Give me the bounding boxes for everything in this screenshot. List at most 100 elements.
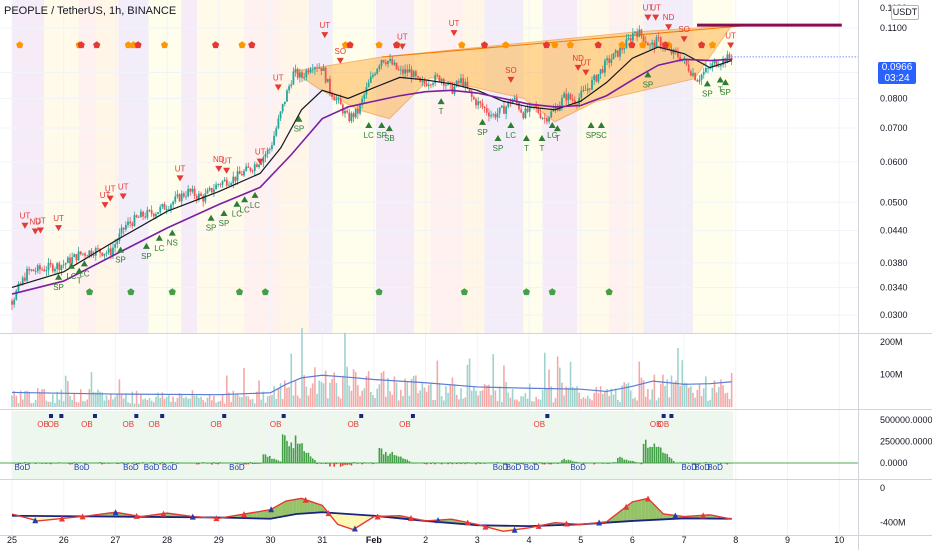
- candle-body: [380, 60, 383, 66]
- candle-body: [599, 69, 602, 75]
- sell-signal-label: UT: [319, 21, 330, 30]
- ob-histogram-bar: [634, 461, 636, 463]
- candle-body: [389, 59, 391, 61]
- volume-bar: [174, 401, 177, 407]
- volume-bar: [715, 392, 718, 407]
- candle-body: [726, 54, 729, 64]
- ob-histogram-bar: [696, 463, 699, 464]
- oscillator-marker: [351, 525, 358, 532]
- candle-body: [563, 93, 566, 98]
- sell-signal-triangle: [574, 64, 582, 71]
- candle-body: [200, 193, 202, 196]
- buy-signal-triangle: [548, 121, 556, 128]
- candle-body: [174, 196, 177, 202]
- volume-bar: [496, 400, 499, 407]
- candle-body: [305, 70, 308, 78]
- volume-bar: [698, 384, 701, 407]
- session-band: [12, 0, 44, 333]
- quote-currency-button[interactable]: USDT: [891, 5, 919, 20]
- volume-bar: [412, 375, 415, 407]
- candle-body: [189, 188, 192, 192]
- candle-body: [427, 84, 430, 87]
- oscillator-marker: [302, 496, 309, 503]
- volume-bar: [296, 395, 299, 407]
- buy-signal-triangle: [251, 191, 259, 198]
- ob-histogram-bar: [571, 461, 574, 463]
- volume-bar: [537, 399, 540, 407]
- ob-label: OB: [399, 420, 411, 429]
- candle-body: [146, 210, 149, 218]
- ema-slow-line: [11, 58, 732, 295]
- volume-bar: [155, 396, 157, 407]
- volume-bar: [92, 391, 95, 407]
- buy-signal-label: LC: [154, 244, 164, 253]
- ob-histogram-bar: [163, 463, 166, 464]
- ob-histogram-bar: [354, 462, 357, 463]
- candle-body: [292, 71, 295, 85]
- ob-histogram-bar: [653, 443, 656, 463]
- volume-bar: [582, 397, 585, 407]
- buy-signal-triangle: [522, 134, 530, 141]
- volume-bar: [632, 398, 634, 407]
- top-marker-red: [346, 41, 354, 49]
- volume-bar: [292, 395, 295, 407]
- volume-bar: [687, 387, 690, 407]
- volume-axis-label: 200M: [880, 337, 903, 347]
- candle-body: [595, 75, 598, 82]
- buy-signal-triangle: [55, 273, 63, 280]
- volume-bar: [277, 388, 280, 407]
- top-marker-red: [594, 41, 602, 49]
- volume-bar: [67, 381, 69, 407]
- candle-body: [17, 283, 20, 291]
- candle-body: [195, 195, 198, 199]
- candle-body: [30, 269, 33, 271]
- time-axis-label: Feb: [366, 535, 383, 545]
- ob-histogram-bar: [642, 443, 645, 463]
- ob-histogram-bar: [651, 446, 653, 463]
- candle-body: [75, 254, 78, 261]
- candle-body: [582, 89, 585, 91]
- volume-bar: [382, 371, 385, 407]
- volume-bar: [294, 380, 297, 407]
- candle-body: [462, 78, 465, 87]
- ob-histogram-bar: [427, 462, 430, 463]
- volume-bar: [122, 398, 125, 407]
- volume-bar: [374, 398, 376, 407]
- ob-histogram-bar: [346, 463, 348, 465]
- ob-histogram-bar: [251, 463, 254, 464]
- ob-histogram-bar: [292, 448, 295, 463]
- ob-histogram-bar: [492, 462, 495, 463]
- volume-bar: [266, 395, 269, 407]
- volume-bar: [419, 390, 421, 407]
- volume-bar: [501, 402, 503, 407]
- time-axis-label: 8: [733, 535, 738, 545]
- ob-histogram-bar: [552, 463, 555, 464]
- ob-histogram-bar: [488, 462, 490, 463]
- ob-histogram-bar: [599, 462, 602, 463]
- ob-histogram-bar: [460, 463, 462, 465]
- oscillator-fill: [263, 510, 268, 519]
- candle-body: [228, 184, 230, 186]
- ob-histogram-bar: [110, 463, 112, 464]
- candle-body: [651, 42, 654, 45]
- buy-signal-label: T: [439, 107, 444, 116]
- volume-bar: [112, 399, 114, 407]
- candle-body: [479, 101, 482, 104]
- candle-body: [208, 187, 211, 191]
- ob-histogram-bar: [649, 446, 651, 463]
- candle-body: [167, 208, 170, 210]
- candle-body: [526, 108, 529, 112]
- candle-body: [421, 80, 424, 82]
- ob-marker-square: [545, 414, 550, 418]
- volume-bar: [481, 390, 484, 407]
- volume-bar: [64, 375, 67, 407]
- candle-body: [518, 103, 520, 110]
- volume-bar: [653, 374, 656, 407]
- ob-histogram-bar: [284, 435, 286, 463]
- candle-body: [604, 60, 606, 73]
- volume-bar: [79, 389, 82, 407]
- candle-body: [335, 98, 338, 101]
- volume-bar: [376, 388, 379, 407]
- ob-histogram-bar: [264, 454, 267, 463]
- volume-bar: [608, 396, 611, 407]
